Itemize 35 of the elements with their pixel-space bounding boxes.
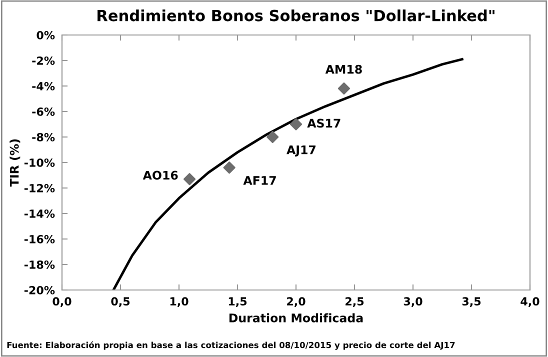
y-tick-label: -16% (24, 234, 55, 244)
x-tick-label: 4,0 (520, 297, 540, 307)
y-tick-label: -10% (24, 158, 55, 167)
point (290, 118, 302, 130)
x-tick-label: 1,5 (228, 297, 247, 307)
x-tick-label: 3,0 (404, 297, 422, 307)
x-tick-label: 2,0 (287, 297, 306, 307)
y-tick-label: -6% (32, 107, 55, 116)
line-series (112, 58, 464, 290)
annotation: AO16 (142, 170, 178, 180)
chart-title: Rendimiento Bonos Soberanos "Dollar-Linked" (98, 10, 494, 22)
annotation: AM18 (325, 64, 362, 74)
point (183, 173, 196, 186)
x-axis-title: Duration Modificada (229, 313, 363, 322)
y-tick-label: -8% (32, 132, 55, 142)
y-tick-label: -12% (24, 184, 55, 192)
x-tick-label: 1,0 (170, 297, 188, 307)
point (338, 82, 350, 95)
annotation: AS17 (307, 118, 340, 128)
x-tick-label: 0,5 (111, 297, 130, 307)
annotation: AF17 (243, 176, 276, 185)
x-tick-label: 0,0 (52, 297, 72, 307)
y-tick-label: -2% (32, 56, 55, 65)
y-axis-title: TIR (%) (10, 139, 20, 187)
y-tick-label: -14% (24, 209, 55, 218)
y-tick-label: 0% (36, 30, 55, 40)
source-note: Fuente: Elaboración propia en base a las cotizaciones del 08/10/2015 y precio de corte del AJ17 (7, 341, 455, 350)
point (266, 130, 279, 144)
y-tick-label: -4% (32, 82, 55, 90)
x-tick-label: 2,5 (346, 297, 364, 307)
y-tick-label: -20% (24, 286, 55, 294)
point (223, 162, 236, 174)
annotation: AJ17 (286, 146, 316, 157)
x-tick-label: 3,5 (462, 297, 481, 307)
y-tick-label: -18% (24, 260, 55, 269)
